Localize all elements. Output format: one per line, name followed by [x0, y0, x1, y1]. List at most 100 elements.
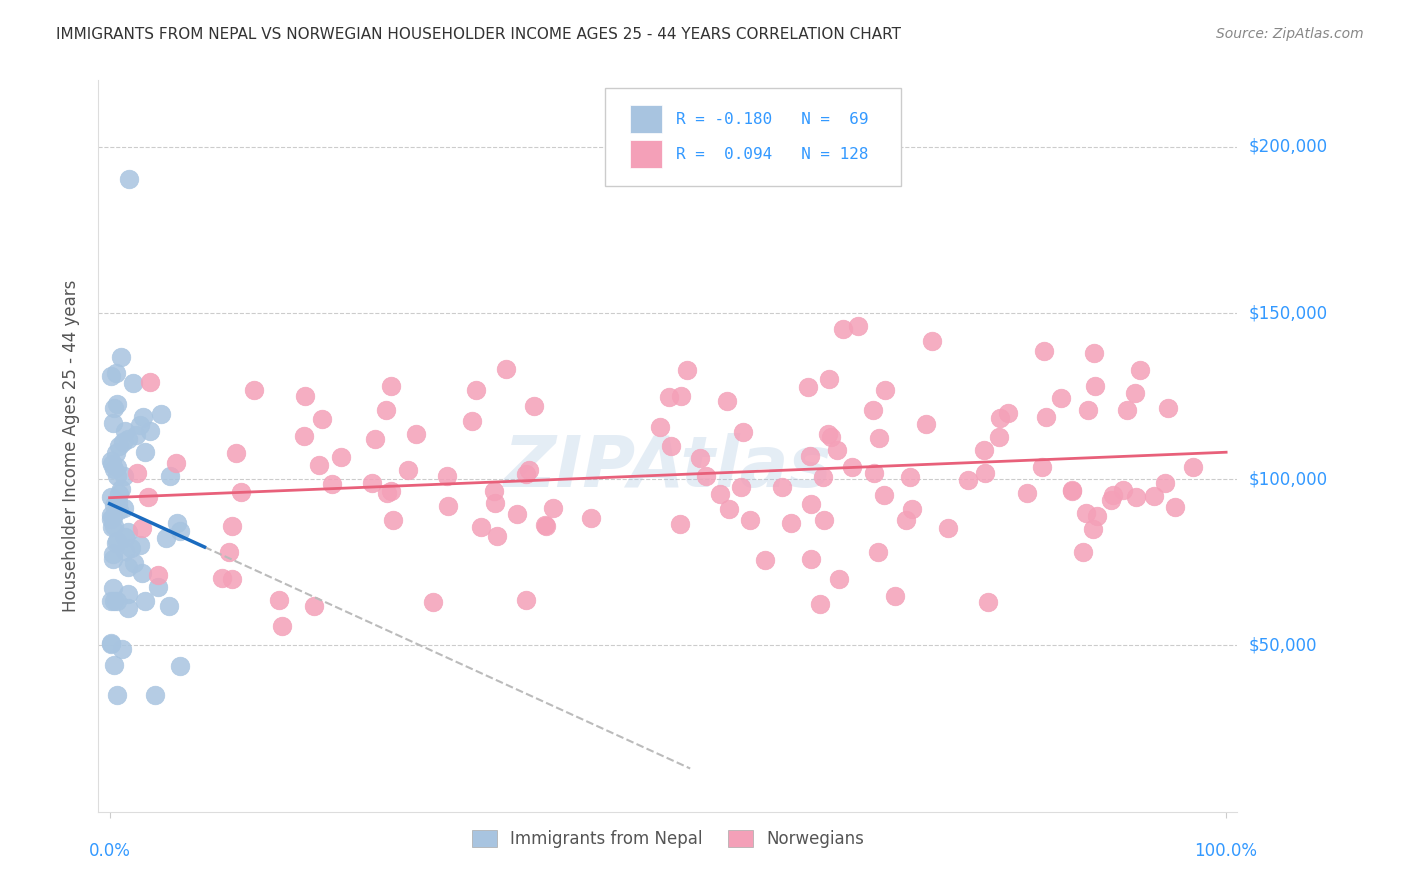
Point: [159, 469, 181, 483]
Point: [292, 429, 315, 443]
Point: [101, 519, 124, 533]
Point: [817, 371, 839, 385]
Point: [169, 659, 191, 673]
Point: [105, 446, 128, 460]
Point: [112, 468, 135, 483]
Point: [166, 516, 188, 531]
Point: [915, 417, 938, 431]
Point: [1077, 403, 1099, 417]
Point: [866, 545, 889, 559]
Point: [110, 482, 132, 496]
Point: [817, 427, 839, 442]
Point: [1101, 488, 1123, 502]
Point: [1062, 483, 1084, 498]
Point: [1035, 410, 1057, 425]
Point: [436, 469, 458, 483]
Point: [1031, 459, 1053, 474]
Point: [873, 488, 896, 502]
Point: [988, 430, 1011, 444]
Point: [225, 446, 247, 460]
Point: [117, 432, 139, 446]
Point: [108, 487, 131, 501]
Point: [1085, 508, 1108, 523]
Point: [506, 508, 529, 522]
Point: [825, 442, 848, 457]
Point: [1050, 391, 1073, 405]
Text: R = -0.180   N =  69: R = -0.180 N = 69: [676, 112, 869, 127]
Point: [103, 401, 125, 415]
Point: [717, 502, 740, 516]
Point: [846, 318, 869, 333]
Point: [117, 525, 139, 540]
Point: [308, 458, 330, 472]
Point: [1099, 492, 1122, 507]
Point: [780, 516, 803, 530]
Point: [110, 350, 132, 364]
Point: [689, 450, 711, 465]
Point: [114, 530, 136, 544]
Point: [659, 439, 682, 453]
Point: [536, 519, 558, 533]
Point: [125, 428, 148, 442]
Point: [101, 551, 124, 566]
Point: [112, 500, 135, 515]
Point: [898, 469, 921, 483]
Point: [754, 553, 776, 567]
Point: [1084, 379, 1107, 393]
Point: [896, 513, 918, 527]
Point: [828, 572, 851, 586]
Point: [375, 403, 398, 417]
Text: 100.0%: 100.0%: [1195, 842, 1257, 860]
Point: [695, 469, 717, 483]
Text: $100,000: $100,000: [1249, 470, 1327, 488]
Point: [862, 403, 884, 417]
Point: [868, 430, 890, 444]
Text: ZIPAtlas: ZIPAtlas: [503, 434, 832, 502]
Point: [973, 443, 995, 458]
Point: [884, 589, 907, 603]
Point: [105, 460, 128, 475]
Point: [117, 587, 139, 601]
Point: [808, 597, 831, 611]
Point: [131, 566, 153, 581]
Text: $150,000: $150,000: [1249, 304, 1327, 322]
Point: [105, 397, 128, 411]
Point: [579, 511, 602, 525]
Point: [956, 473, 979, 487]
Point: [103, 594, 125, 608]
Point: [101, 581, 124, 595]
Point: [1182, 460, 1205, 475]
Point: [669, 389, 692, 403]
Point: [218, 545, 240, 559]
Point: [1074, 506, 1097, 520]
Point: [820, 430, 842, 444]
Point: [460, 414, 482, 428]
FancyBboxPatch shape: [630, 140, 662, 168]
Point: [155, 531, 177, 545]
Point: [380, 484, 402, 499]
Point: [799, 552, 821, 566]
Point: [107, 496, 129, 510]
Point: [165, 456, 187, 470]
Point: [832, 322, 855, 336]
Point: [1033, 343, 1056, 358]
Point: [103, 461, 125, 475]
Point: [658, 390, 681, 404]
Point: [302, 599, 325, 614]
Point: [121, 376, 143, 391]
Point: [873, 384, 896, 398]
Point: [533, 518, 555, 533]
Point: [117, 560, 139, 574]
Point: [146, 567, 169, 582]
Y-axis label: Householder Income Ages 25 - 44 years: Householder Income Ages 25 - 44 years: [62, 280, 80, 612]
Point: [405, 427, 427, 442]
Point: [101, 547, 124, 561]
Text: 0.0%: 0.0%: [89, 842, 131, 860]
Point: [108, 439, 131, 453]
Point: [1157, 401, 1180, 415]
FancyBboxPatch shape: [630, 105, 662, 133]
Point: [1129, 363, 1152, 377]
Point: [800, 498, 823, 512]
Point: [361, 476, 384, 491]
Point: [523, 399, 546, 413]
